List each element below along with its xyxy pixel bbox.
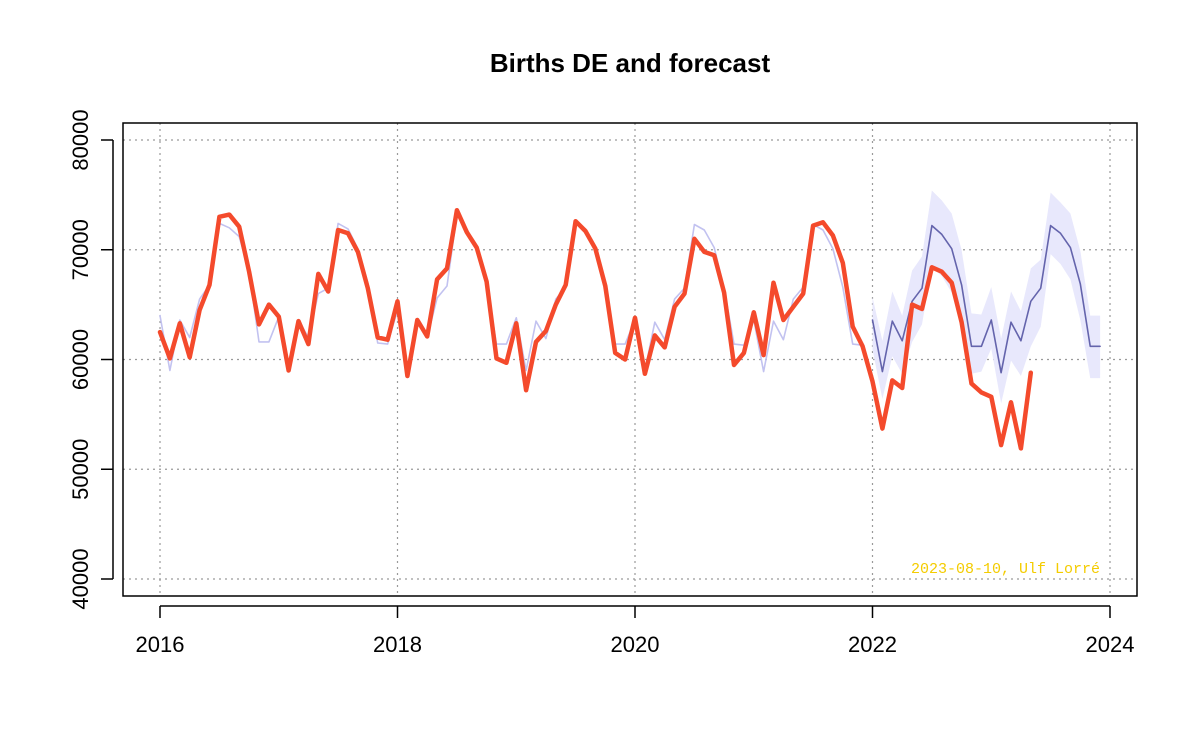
observed-line <box>157 207 1034 451</box>
series <box>157 207 1101 451</box>
y-tick-label: 70000 <box>68 219 93 280</box>
x-tick-label: 2022 <box>848 632 897 657</box>
x-tick-label: 2018 <box>373 632 422 657</box>
forecast-band <box>872 190 1101 404</box>
x-tick-label: 2024 <box>1086 632 1135 657</box>
y-tick-label: 80000 <box>68 109 93 170</box>
y-tick-label: 40000 <box>68 548 93 609</box>
credit-annotation: 2023-08-10, Ulf Lorré <box>911 561 1100 578</box>
x-tick-label: 2016 <box>136 632 185 657</box>
forecast-interval-band <box>872 190 1101 404</box>
y-tick-label: 60000 <box>68 329 93 390</box>
x-tick-label: 2020 <box>611 632 660 657</box>
plot-frame <box>122 122 1138 597</box>
y-axis: 40000 50000 60000 70000 80000 <box>68 109 114 610</box>
y-tick-label: 50000 <box>68 439 93 500</box>
x-axis: 2016 2018 2020 2022 2024 <box>136 605 1135 657</box>
chart-title: Births DE and forecast <box>490 48 771 78</box>
